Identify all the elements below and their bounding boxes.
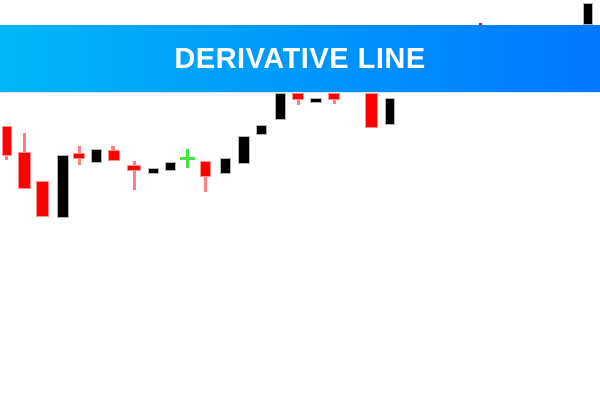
candle-body <box>478 22 482 25</box>
candle-body <box>583 3 593 25</box>
candle-wick <box>23 133 26 152</box>
candle-body <box>256 124 267 135</box>
candle-body <box>165 162 176 171</box>
candle-body <box>328 92 340 100</box>
candle-wick <box>132 160 136 190</box>
title-banner: DERIVATIVE LINE <box>0 25 600 93</box>
candle-wick <box>111 146 115 150</box>
candle-body <box>127 165 141 171</box>
candle-wick <box>332 100 336 104</box>
plus-marker-horizontal-bar <box>180 156 195 161</box>
candle-body <box>107 150 120 161</box>
candle-body <box>385 97 395 125</box>
candle-body <box>147 167 159 174</box>
candle-body <box>18 152 31 189</box>
candle-body <box>220 158 231 174</box>
candle-body <box>36 181 49 217</box>
candle-body <box>274 92 286 120</box>
candle-wick <box>5 156 8 160</box>
candle-wick <box>203 177 207 192</box>
candle-body <box>310 97 322 103</box>
candle-body <box>73 153 85 159</box>
candle-body <box>238 136 250 164</box>
candle-body <box>56 155 69 218</box>
candle-body <box>91 148 102 163</box>
candle-body <box>1 126 12 156</box>
candle-wick <box>296 100 300 105</box>
candle-body <box>292 92 304 100</box>
candle-body <box>364 92 378 128</box>
banner-title: DERIVATIVE LINE <box>174 43 426 75</box>
candle-body <box>199 160 211 177</box>
